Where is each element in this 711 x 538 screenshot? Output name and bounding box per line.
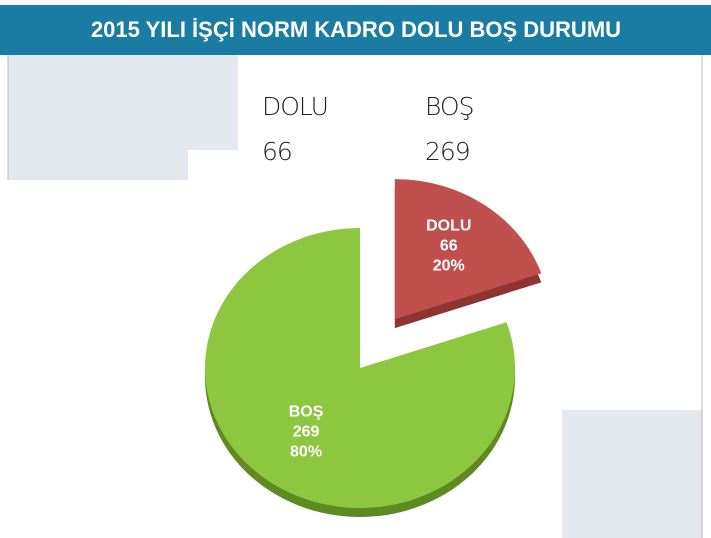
legend-value: 66	[262, 137, 292, 166]
header-bar	[0, 5, 711, 55]
slice	[394, 179, 542, 320]
legend-value: 269	[425, 137, 470, 166]
frame	[7, 55, 703, 538]
slice-value: 269	[293, 423, 320, 440]
slice	[204, 228, 515, 508]
deco-box	[8, 55, 238, 180]
legend-label: DOLU	[262, 92, 328, 121]
slice-percent: 80%	[290, 443, 322, 460]
deco-box	[562, 410, 702, 538]
slice-percent: 20%	[433, 258, 465, 275]
slice-label: DOLU	[426, 218, 471, 235]
chart-title: 2015 YILI İŞÇİ NORM KADRO DOLU BOŞ DURUM…	[91, 17, 621, 42]
slice-label: BOŞ	[289, 403, 324, 420]
legend-label: BOŞ	[425, 92, 473, 121]
slice-value: 66	[440, 238, 458, 255]
